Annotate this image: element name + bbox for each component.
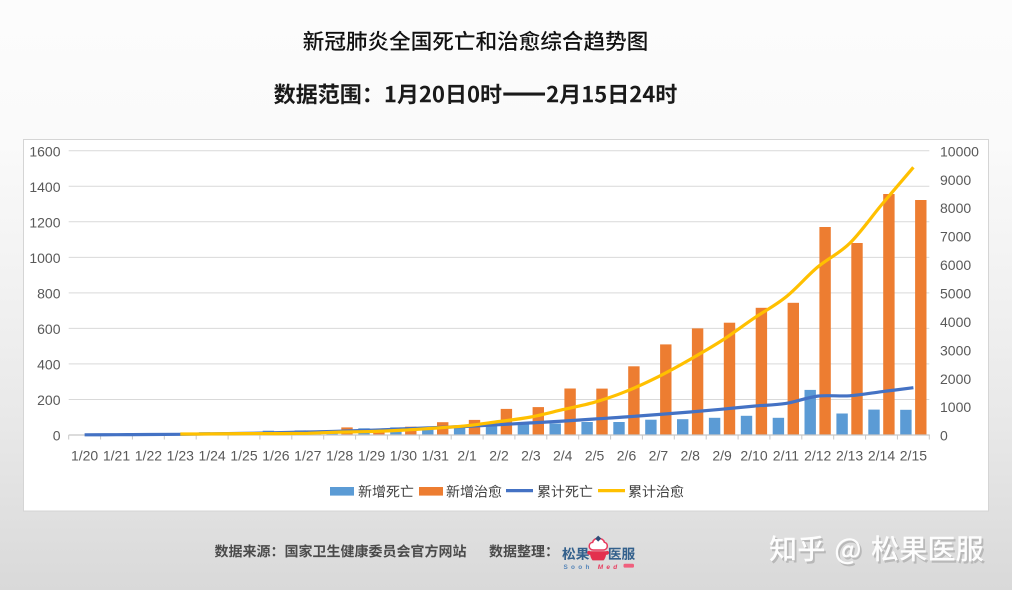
svg-text:200: 200 [37,392,61,408]
svg-text:10000: 10000 [940,143,979,159]
svg-text:0: 0 [940,428,948,444]
svg-text:2/4: 2/4 [553,447,573,463]
svg-text:2/6: 2/6 [617,447,637,463]
svg-text:1/24: 1/24 [198,447,225,463]
svg-text:3000: 3000 [940,342,971,358]
svg-text:800: 800 [37,286,61,302]
svg-text:1/21: 1/21 [103,447,130,463]
svg-text:2/9: 2/9 [712,447,732,463]
svg-text:2/14: 2/14 [868,447,895,463]
svg-text:Sooh Med: Sooh Med [564,564,621,571]
svg-text:1/27: 1/27 [294,447,321,463]
svg-text:400: 400 [37,357,61,373]
svg-text:1000: 1000 [940,399,971,415]
svg-text:2/3: 2/3 [521,447,541,463]
svg-text:7000: 7000 [940,229,971,245]
svg-text:2/7: 2/7 [649,447,669,463]
svg-text:2/13: 2/13 [836,447,863,463]
svg-text:8000: 8000 [940,200,971,216]
svg-text:1/20: 1/20 [71,447,98,463]
svg-text:1600: 1600 [29,143,60,159]
svg-text:2/1: 2/1 [457,447,477,463]
svg-text:1/23: 1/23 [167,447,194,463]
svg-text:4000: 4000 [940,314,971,330]
svg-text:1/25: 1/25 [230,447,257,463]
svg-text:2/12: 2/12 [804,447,831,463]
svg-text:1/22: 1/22 [135,447,162,463]
svg-text:1/26: 1/26 [262,447,289,463]
svg-text:1400: 1400 [29,179,60,195]
svg-text:1000: 1000 [29,250,60,266]
svg-text:0: 0 [53,428,61,444]
svg-text:2/15: 2/15 [900,447,927,463]
svg-text:1/31: 1/31 [422,447,449,463]
svg-text:600: 600 [37,321,61,337]
svg-text:1/29: 1/29 [358,447,385,463]
svg-text:2/11: 2/11 [773,447,799,463]
svg-text:1/28: 1/28 [326,447,353,463]
svg-text:5000: 5000 [940,286,971,302]
svg-text:2/10: 2/10 [740,447,767,463]
svg-text:9000: 9000 [940,172,971,188]
svg-text:2/5: 2/5 [585,447,605,463]
svg-text:1200: 1200 [29,214,60,230]
svg-text:1/30: 1/30 [390,447,417,463]
svg-text:2/8: 2/8 [680,447,700,463]
svg-text:2000: 2000 [940,371,971,387]
svg-text:2/2: 2/2 [489,447,509,463]
svg-text:6000: 6000 [940,257,971,273]
